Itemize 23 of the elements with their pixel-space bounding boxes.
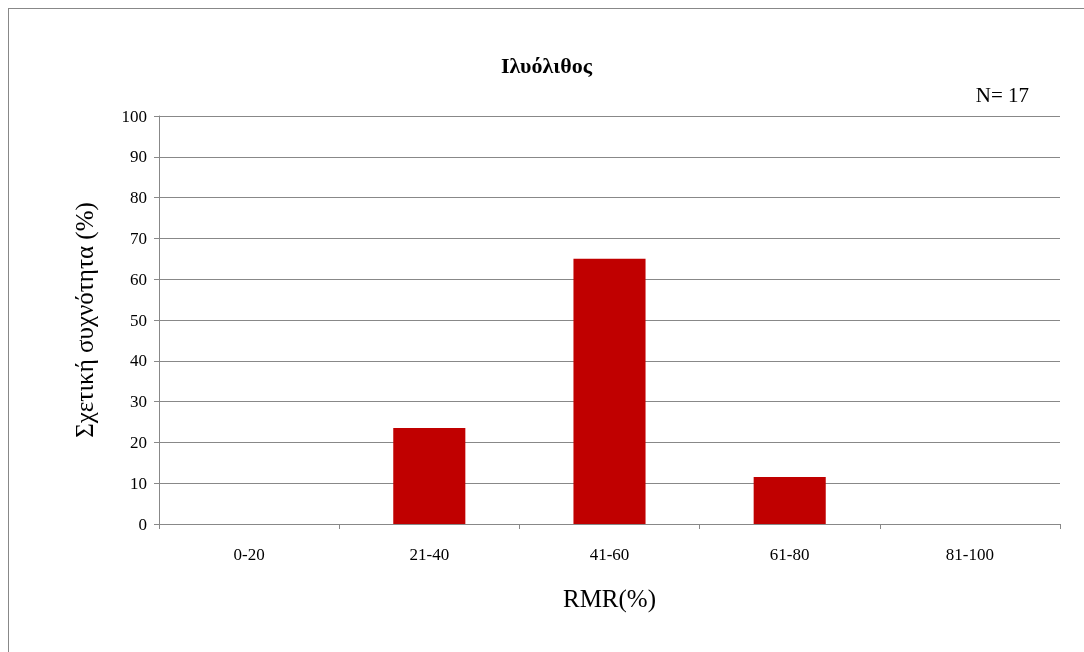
x-tick-label: 61-80 — [769, 545, 810, 564]
bar — [393, 428, 466, 524]
y-tick-label: 0 — [138, 514, 147, 534]
y-tick-label: 80 — [130, 188, 147, 208]
x-tick-label: 0-20 — [233, 545, 265, 564]
y-tick-label: 100 — [121, 106, 147, 126]
x-tick-label: 21-40 — [409, 545, 450, 564]
x-tick-label: 41-60 — [589, 545, 630, 564]
y-tick-label: 20 — [130, 432, 147, 452]
chart-title: Ιλυόλιθος — [501, 52, 593, 78]
bar — [753, 477, 826, 524]
y-tick-label: 50 — [130, 310, 147, 330]
y-axis-title: Σχετική συχνότητα (%) — [71, 202, 99, 438]
y-tick-label: 10 — [130, 473, 147, 493]
x-axis-title: RMR(%) — [562, 585, 657, 613]
bar — [573, 258, 646, 524]
y-tick-label: 90 — [130, 147, 147, 167]
x-tick-label: 81-100 — [945, 545, 994, 564]
y-tick-label: 30 — [130, 392, 147, 412]
y-tick-label: 70 — [130, 228, 147, 248]
y-tick-label: 40 — [130, 351, 147, 371]
text: N= 17 — [975, 82, 1030, 107]
y-tick-label: 60 — [130, 269, 147, 289]
